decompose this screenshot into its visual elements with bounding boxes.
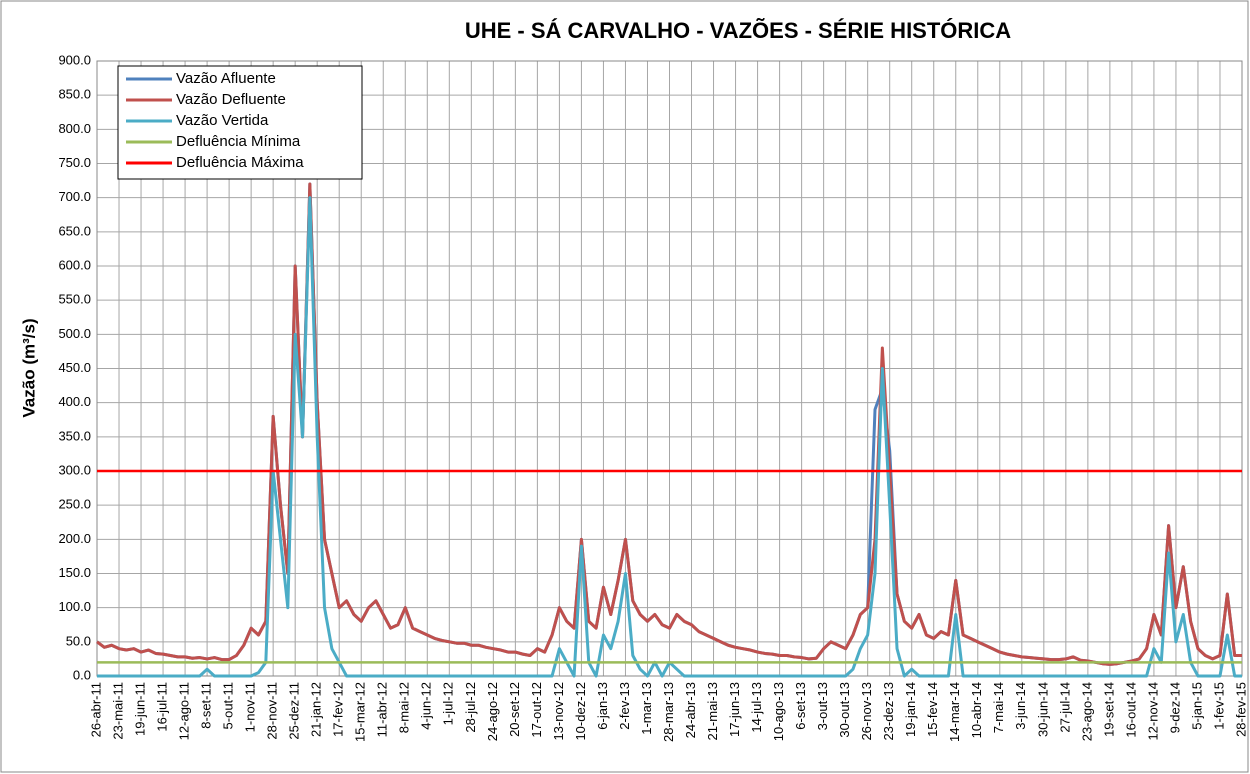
- y-tick-label: 750.0: [58, 155, 91, 170]
- x-tick-label: 16-out-14: [1123, 682, 1138, 738]
- x-tick-label: 8-mai-12: [397, 682, 412, 733]
- x-tick-label: 15-mar-12: [353, 682, 368, 742]
- x-tick-label: 13-nov-12: [551, 682, 566, 741]
- x-tick-label: 15-fev-14: [925, 682, 940, 737]
- x-tick-label: 1-mar-13: [639, 682, 654, 735]
- x-tick-label: 23-ago-14: [1079, 682, 1094, 741]
- y-tick-label: 150.0: [58, 565, 91, 580]
- y-tick-label: 700.0: [58, 189, 91, 204]
- y-tick-label: 200.0: [58, 531, 91, 546]
- legend-label: Vazão Defluente: [176, 91, 286, 108]
- x-tick-label: 8-set-11: [199, 682, 214, 729]
- x-tick-label: 27-jul-14: [1057, 682, 1072, 733]
- x-tick-label: 26-abr-11: [88, 682, 103, 737]
- x-tick-label: 19-jan-14: [903, 682, 918, 737]
- x-tick-label: 28-mar-13: [661, 682, 676, 742]
- chart-title: UHE - SÁ CARVALHO - VAZÕES - SÉRIE HISTÓ…: [465, 18, 1011, 43]
- y-tick-label: 400.0: [58, 394, 91, 409]
- x-tick-label: 4-jun-12: [419, 682, 434, 730]
- x-tick-label: 28-fev-15: [1233, 682, 1248, 737]
- x-tick-label: 5-jan-15: [1189, 682, 1204, 730]
- y-tick-label: 100.0: [58, 599, 91, 614]
- y-tick-label: 0.0: [73, 667, 91, 682]
- x-tick-label: 1-fev-15: [1211, 682, 1226, 730]
- x-tick-label: 14-mar-14: [947, 682, 962, 742]
- x-tick-label: 11-abr-12: [375, 682, 390, 737]
- x-tick-label: 10-abr-14: [969, 682, 984, 738]
- x-tick-label: 26-nov-13: [859, 682, 874, 741]
- x-tick-label: 3-out-13: [815, 682, 830, 730]
- x-tick-label: 1-jul-12: [441, 682, 456, 725]
- plot-frame: [96, 60, 1243, 677]
- x-tick-label: 12-ago-11: [177, 682, 192, 740]
- x-tick-label: 17-out-12: [529, 682, 544, 738]
- x-tick-label: 24-ago-12: [485, 682, 500, 741]
- x-tick-label: 1-nov-11: [243, 682, 258, 732]
- x-tick-label: 23-dez-13: [881, 682, 896, 741]
- x-tick-label: 21-mai-13: [705, 682, 720, 741]
- x-tick-label: 6-jan-13: [595, 682, 610, 730]
- legend-label: Vazão Vertida: [176, 112, 269, 129]
- y-tick-label: 50.0: [66, 633, 91, 648]
- x-tick-label: 10-ago-13: [771, 682, 786, 741]
- x-tick-label: 9-dez-14: [1167, 682, 1182, 733]
- x-tick-label: 14-jul-13: [749, 682, 764, 733]
- y-tick-label: 250.0: [58, 497, 91, 512]
- x-tick-label: 30-out-13: [837, 682, 852, 738]
- x-tick-label: 28-nov-11: [265, 682, 280, 740]
- y-tick-label: 450.0: [58, 360, 91, 375]
- x-tick-label: 16-jul-11: [154, 682, 169, 732]
- legend-label: Defluência Mínima: [176, 133, 301, 150]
- x-tick-label: 20-set-12: [507, 682, 522, 737]
- x-tick-label: 12-nov-14: [1145, 682, 1160, 741]
- x-tick-label: 19-set-14: [1101, 682, 1116, 737]
- x-tick-label: 6-set-13: [793, 682, 808, 730]
- y-tick-label: 350.0: [58, 428, 91, 443]
- x-tick-label: 23-mai-11: [110, 682, 125, 740]
- x-tick-label: 2-fev-13: [617, 682, 632, 730]
- y-tick-label: 300.0: [58, 462, 91, 477]
- x-tick-label: 7-mai-14: [991, 682, 1006, 733]
- x-tick-label: 17-jun-13: [727, 682, 742, 737]
- legend-label: Defluência Máxima: [176, 154, 304, 171]
- y-tick-label: 550.0: [58, 292, 91, 307]
- x-tick-label: 19-jun-11: [132, 682, 147, 736]
- x-tick-label: 25-dez-11: [287, 682, 302, 740]
- x-tick-label: 17-fev-12: [331, 682, 346, 737]
- y-tick-label: 850.0: [58, 87, 91, 102]
- y-tick-label: 800.0: [58, 121, 91, 136]
- x-tick-label: 28-jul-12: [463, 682, 478, 733]
- x-tick-label: 24-abr-13: [683, 682, 698, 738]
- y-tick-label: 650.0: [58, 223, 91, 238]
- y-tick-label: 900.0: [58, 52, 91, 67]
- y-axis-label: Vazão (m³/s): [19, 318, 38, 417]
- x-tick-label: 10-dez-12: [573, 682, 588, 741]
- y-tick-label: 600.0: [58, 257, 91, 272]
- legend-label: Vazão Afluente: [176, 70, 276, 87]
- x-tick-label: 30-jun-14: [1035, 682, 1050, 737]
- y-tick-label: 500.0: [58, 326, 91, 341]
- x-tick-label: 3-jun-14: [1013, 682, 1028, 730]
- x-tick-label: 21-jan-12: [309, 682, 324, 737]
- x-tick-label: 5-out-11: [221, 682, 236, 729]
